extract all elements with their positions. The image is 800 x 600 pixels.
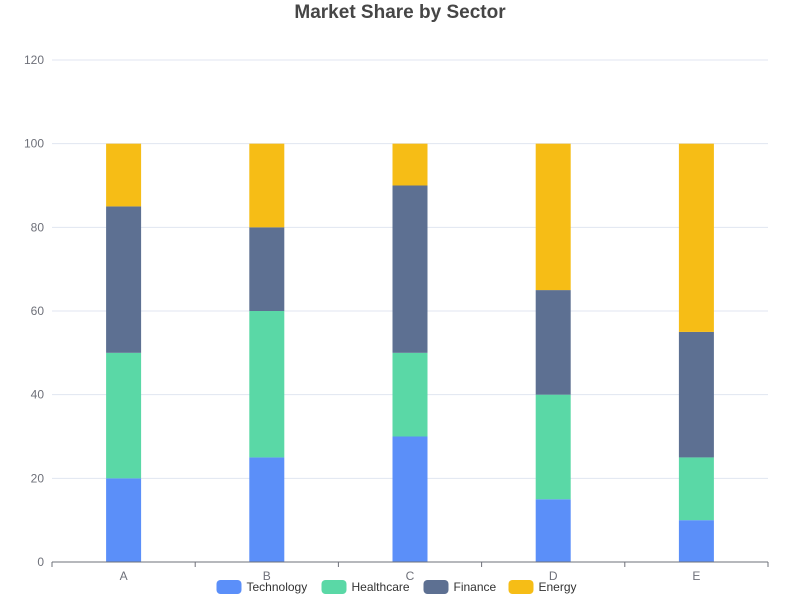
- bar-technology-b[interactable]: [249, 457, 285, 562]
- legend-item-energy[interactable]: Energy: [508, 580, 577, 594]
- x-tick-label: D: [549, 569, 558, 583]
- bar-technology-a[interactable]: [106, 478, 142, 562]
- bar-technology-c[interactable]: [392, 436, 428, 563]
- bars: [106, 143, 714, 563]
- legend-swatch: [423, 580, 449, 594]
- x-tick-label: B: [263, 569, 271, 583]
- legend[interactable]: Technology Healthcare Finance Energy: [216, 580, 577, 594]
- y-tick-label: 60: [31, 304, 45, 318]
- legend-label: Healthcare: [352, 580, 410, 594]
- bar-healthcare-b[interactable]: [249, 311, 285, 458]
- y-tick-label: 100: [24, 137, 44, 151]
- bar-technology-d[interactable]: [535, 499, 571, 562]
- bar-finance-b[interactable]: [249, 227, 285, 311]
- bar-energy-c[interactable]: [392, 143, 428, 186]
- axes: 0 20 40 60 80 100 120 A B C D E: [24, 53, 769, 583]
- legend-item-healthcare[interactable]: Healthcare: [321, 580, 410, 594]
- legend-label: Energy: [539, 580, 577, 594]
- bar-energy-e[interactable]: [678, 143, 714, 332]
- y-tick-label: 0: [37, 555, 44, 569]
- legend-swatch: [321, 580, 347, 594]
- bar-healthcare-c[interactable]: [392, 352, 428, 437]
- legend-swatch: [508, 580, 534, 594]
- x-tick-label: C: [406, 569, 415, 583]
- legend-item-finance[interactable]: Finance: [423, 580, 497, 594]
- x-tick-label: E: [692, 569, 700, 583]
- legend-swatch: [216, 580, 242, 594]
- bar-energy-a[interactable]: [106, 143, 142, 207]
- bar-finance-d[interactable]: [535, 290, 571, 395]
- bar-healthcare-d[interactable]: [535, 394, 571, 500]
- y-tick-label: 40: [31, 388, 45, 402]
- legend-label: Technology: [247, 580, 308, 594]
- bar-finance-c[interactable]: [392, 185, 428, 353]
- bar-technology-e[interactable]: [678, 520, 714, 562]
- bar-energy-d[interactable]: [535, 143, 571, 291]
- legend-item-technology[interactable]: Technology: [216, 580, 308, 594]
- bar-energy-b[interactable]: [249, 143, 285, 228]
- y-tick-label: 20: [31, 471, 45, 485]
- legend-label: Finance: [454, 580, 497, 594]
- bar-healthcare-e[interactable]: [678, 457, 714, 521]
- chart-title: Market Share by Sector: [294, 2, 506, 23]
- x-tick-label: A: [120, 569, 128, 583]
- bar-healthcare-a[interactable]: [106, 352, 142, 479]
- bar-finance-e[interactable]: [678, 331, 714, 458]
- bar-finance-a[interactable]: [106, 206, 142, 353]
- y-tick-label: 80: [31, 220, 45, 234]
- y-tick-label: 120: [24, 53, 44, 67]
